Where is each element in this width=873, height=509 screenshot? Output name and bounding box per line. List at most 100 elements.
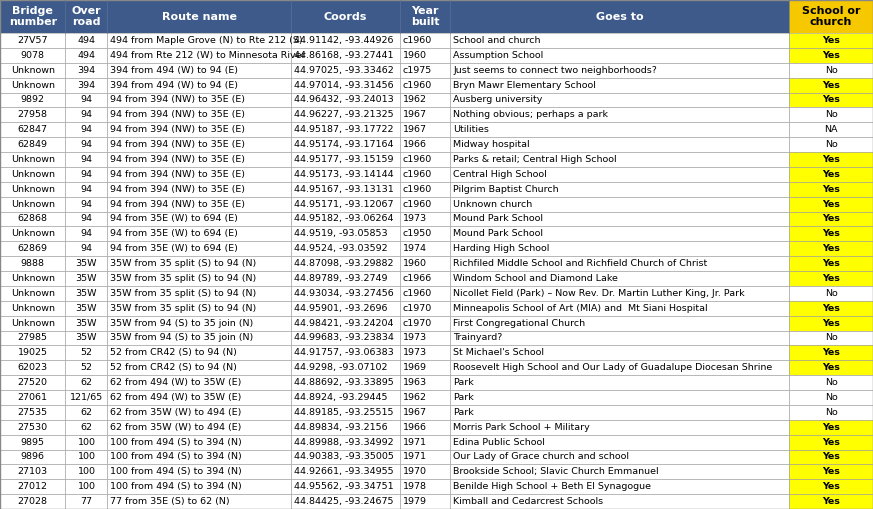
Bar — [291, 464, 400, 479]
Bar — [291, 167, 400, 182]
Text: 1966: 1966 — [402, 140, 427, 149]
Text: 9896: 9896 — [21, 453, 45, 462]
Text: Nicollet Field (Park) – Now Rev. Dr. Martin Luther King, Jr. Park: Nicollet Field (Park) – Now Rev. Dr. Mar… — [453, 289, 745, 298]
Bar — [291, 256, 400, 271]
Bar — [107, 464, 291, 479]
Text: 62023: 62023 — [17, 363, 48, 372]
Bar — [0, 360, 65, 375]
Bar — [0, 63, 65, 78]
Text: 94 from 394 (NW) to 35E (E): 94 from 394 (NW) to 35E (E) — [110, 170, 245, 179]
Text: 394 from 494 (W) to 94 (E): 394 from 494 (W) to 94 (E) — [110, 80, 238, 90]
Text: 27V57: 27V57 — [17, 36, 48, 45]
Bar — [291, 78, 400, 93]
Bar — [0, 301, 65, 316]
Text: 27985: 27985 — [17, 333, 48, 343]
Text: 27028: 27028 — [17, 497, 48, 506]
Bar — [291, 137, 400, 152]
Text: 44.89834, -93.2156: 44.89834, -93.2156 — [293, 422, 388, 432]
Bar — [400, 48, 450, 63]
Text: 44.89185, -93.25515: 44.89185, -93.25515 — [293, 408, 393, 417]
Bar — [400, 241, 450, 256]
Bar — [65, 346, 107, 360]
Bar — [789, 0, 873, 33]
Bar — [65, 464, 107, 479]
Bar — [65, 63, 107, 78]
Bar — [0, 435, 65, 449]
Bar — [789, 122, 873, 137]
Text: 35W from 94 (S) to 35 join (N): 35W from 94 (S) to 35 join (N) — [110, 333, 254, 343]
Bar — [400, 479, 450, 494]
Bar — [789, 479, 873, 494]
Bar — [107, 107, 291, 122]
Bar — [789, 449, 873, 464]
Text: 62849: 62849 — [17, 140, 48, 149]
Text: 35W: 35W — [76, 289, 97, 298]
Bar — [400, 449, 450, 464]
Bar — [789, 464, 873, 479]
Bar — [291, 241, 400, 256]
Text: 1979: 1979 — [402, 497, 427, 506]
Text: 94 from 394 (NW) to 35E (E): 94 from 394 (NW) to 35E (E) — [110, 125, 245, 134]
Text: 62: 62 — [80, 378, 93, 387]
Bar — [0, 346, 65, 360]
Bar — [65, 227, 107, 241]
Bar — [450, 182, 789, 196]
Bar — [107, 286, 291, 301]
Bar — [789, 63, 873, 78]
Bar — [291, 375, 400, 390]
Text: 44.89988, -93.34992: 44.89988, -93.34992 — [293, 438, 394, 446]
Text: Pilgrim Baptist Church: Pilgrim Baptist Church — [453, 185, 559, 194]
Text: c1960: c1960 — [402, 36, 432, 45]
Text: Parks & retail; Central High School: Parks & retail; Central High School — [453, 155, 617, 164]
Text: 44.95171, -93.12067: 44.95171, -93.12067 — [293, 200, 393, 209]
Text: 44.89789, -93.2749: 44.89789, -93.2749 — [293, 274, 388, 283]
Bar — [450, 122, 789, 137]
Bar — [107, 330, 291, 346]
Text: 27530: 27530 — [17, 422, 48, 432]
Bar — [400, 227, 450, 241]
Bar — [400, 360, 450, 375]
Text: Edina Public School: Edina Public School — [453, 438, 546, 446]
Text: 19025: 19025 — [17, 348, 48, 357]
Text: Yes: Yes — [822, 96, 840, 104]
Text: 44.95182, -93.06264: 44.95182, -93.06264 — [293, 214, 393, 223]
Bar — [789, 360, 873, 375]
Bar — [0, 479, 65, 494]
Text: Yes: Yes — [822, 422, 840, 432]
Text: 35W: 35W — [76, 259, 97, 268]
Bar — [291, 316, 400, 330]
Text: Unknown: Unknown — [10, 289, 55, 298]
Text: Park: Park — [453, 408, 474, 417]
Bar — [107, 301, 291, 316]
Bar — [65, 0, 107, 33]
Text: Unknown: Unknown — [10, 170, 55, 179]
Bar — [65, 182, 107, 196]
Bar — [450, 346, 789, 360]
Text: 77: 77 — [80, 497, 93, 506]
Text: Yes: Yes — [822, 244, 840, 253]
Text: School and church: School and church — [453, 36, 541, 45]
Text: Morris Park School + Military: Morris Park School + Military — [453, 422, 590, 432]
Bar — [291, 212, 400, 227]
Text: 44.86168, -93.27441: 44.86168, -93.27441 — [293, 51, 393, 60]
Text: Yes: Yes — [822, 170, 840, 179]
Bar — [107, 420, 291, 435]
Text: Unknown: Unknown — [10, 274, 55, 283]
Text: 27520: 27520 — [17, 378, 48, 387]
Bar — [0, 152, 65, 167]
Text: c1960: c1960 — [402, 170, 432, 179]
Bar — [450, 78, 789, 93]
Text: Unknown: Unknown — [10, 319, 55, 328]
Text: Assumption School: Assumption School — [453, 51, 544, 60]
Text: Yes: Yes — [822, 155, 840, 164]
Text: Roosevelt High School and Our Lady of Guadalupe Diocesan Shrine: Roosevelt High School and Our Lady of Gu… — [453, 363, 773, 372]
Bar — [107, 196, 291, 212]
Text: Park: Park — [453, 393, 474, 402]
Bar — [0, 122, 65, 137]
Bar — [789, 137, 873, 152]
Text: St Michael's School: St Michael's School — [453, 348, 545, 357]
Bar — [400, 137, 450, 152]
Text: Yes: Yes — [822, 51, 840, 60]
Text: Richfiled Middle School and Richfield Church of Christ: Richfiled Middle School and Richfield Ch… — [453, 259, 708, 268]
Text: Windom School and Diamond Lake: Windom School and Diamond Lake — [453, 274, 618, 283]
